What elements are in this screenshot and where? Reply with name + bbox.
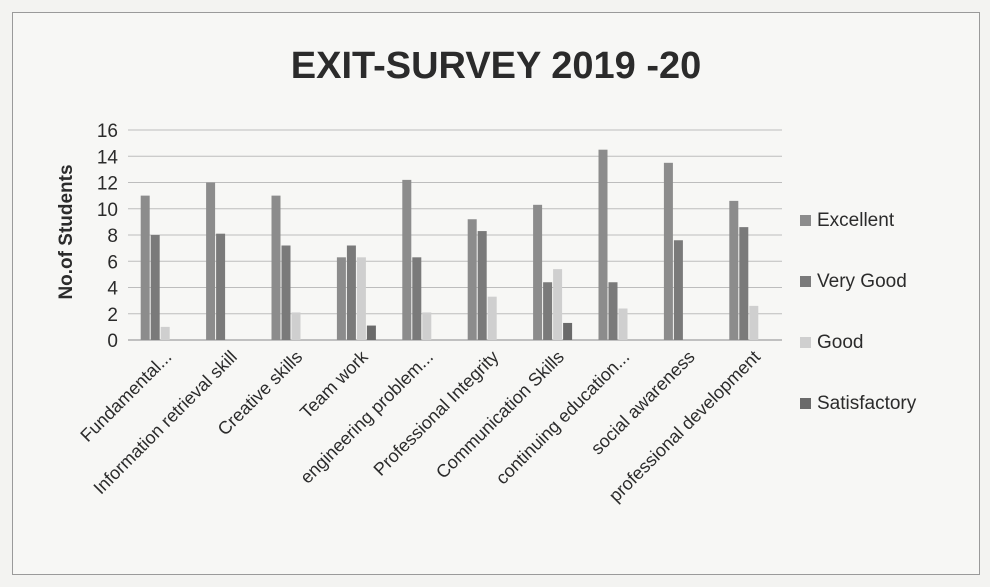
bar xyxy=(663,162,673,340)
bar xyxy=(477,231,487,340)
x-tick-label: engineering problem... xyxy=(296,347,437,488)
chart-title: EXIT-SURVEY 2019 -20 xyxy=(291,45,702,87)
bar xyxy=(206,182,216,340)
y-tick-label: 6 xyxy=(107,252,118,273)
bar xyxy=(598,149,608,340)
bar xyxy=(553,269,563,340)
bars-group xyxy=(140,149,759,340)
legend-label: Very Good xyxy=(817,271,907,292)
y-tick-label: 2 xyxy=(107,305,118,326)
y-tick-label: 0 xyxy=(107,331,118,352)
bar xyxy=(412,257,422,340)
bar xyxy=(618,308,628,340)
legend-swatch xyxy=(800,215,811,226)
y-tick-label: 16 xyxy=(97,121,118,142)
bar xyxy=(271,195,281,340)
legend-swatch xyxy=(800,398,811,409)
bar xyxy=(422,312,432,340)
legend-swatch xyxy=(800,337,811,348)
legend: Excellent Very Good Good Satisfactory xyxy=(800,210,917,414)
bar xyxy=(467,219,477,340)
bar xyxy=(487,296,497,340)
bar xyxy=(150,235,160,340)
bar xyxy=(281,245,291,340)
bar xyxy=(563,322,573,340)
y-tick-label: 8 xyxy=(107,226,118,247)
gridlines xyxy=(128,129,782,341)
y-axis-label: No.of Students xyxy=(56,164,77,299)
x-tick-label: Communication Skills xyxy=(432,347,568,483)
legend-label: Good xyxy=(817,332,863,353)
bar xyxy=(402,179,412,340)
legend-swatch xyxy=(800,276,811,287)
y-tick-label: 14 xyxy=(97,147,119,168)
legend-label: Excellent xyxy=(817,210,895,231)
legend-label: Satisfactory xyxy=(817,393,917,414)
bar xyxy=(608,282,618,340)
bar xyxy=(673,240,683,340)
bar xyxy=(729,200,739,340)
y-tick-label: 10 xyxy=(97,200,118,221)
chart-frame xyxy=(12,12,980,575)
x-ticks: Fundamental...Information retrieval skil… xyxy=(76,346,764,506)
bar xyxy=(366,325,376,340)
bar xyxy=(749,305,759,340)
x-tick-label: continuing education... xyxy=(492,347,634,489)
x-tick-label: Professional Integrity xyxy=(370,347,503,480)
bar xyxy=(543,282,553,340)
bar xyxy=(356,257,366,340)
bar xyxy=(533,204,543,340)
y-tick-label: 4 xyxy=(107,279,118,300)
bar xyxy=(160,326,170,340)
bar xyxy=(140,195,150,340)
bar xyxy=(291,312,301,340)
bar xyxy=(346,245,356,340)
y-tick-label: 12 xyxy=(97,174,118,195)
bar xyxy=(739,227,749,340)
y-ticks: 0 2 4 6 8 10 12 14 16 xyxy=(97,121,119,352)
bar xyxy=(336,257,346,340)
bar xyxy=(216,233,226,340)
